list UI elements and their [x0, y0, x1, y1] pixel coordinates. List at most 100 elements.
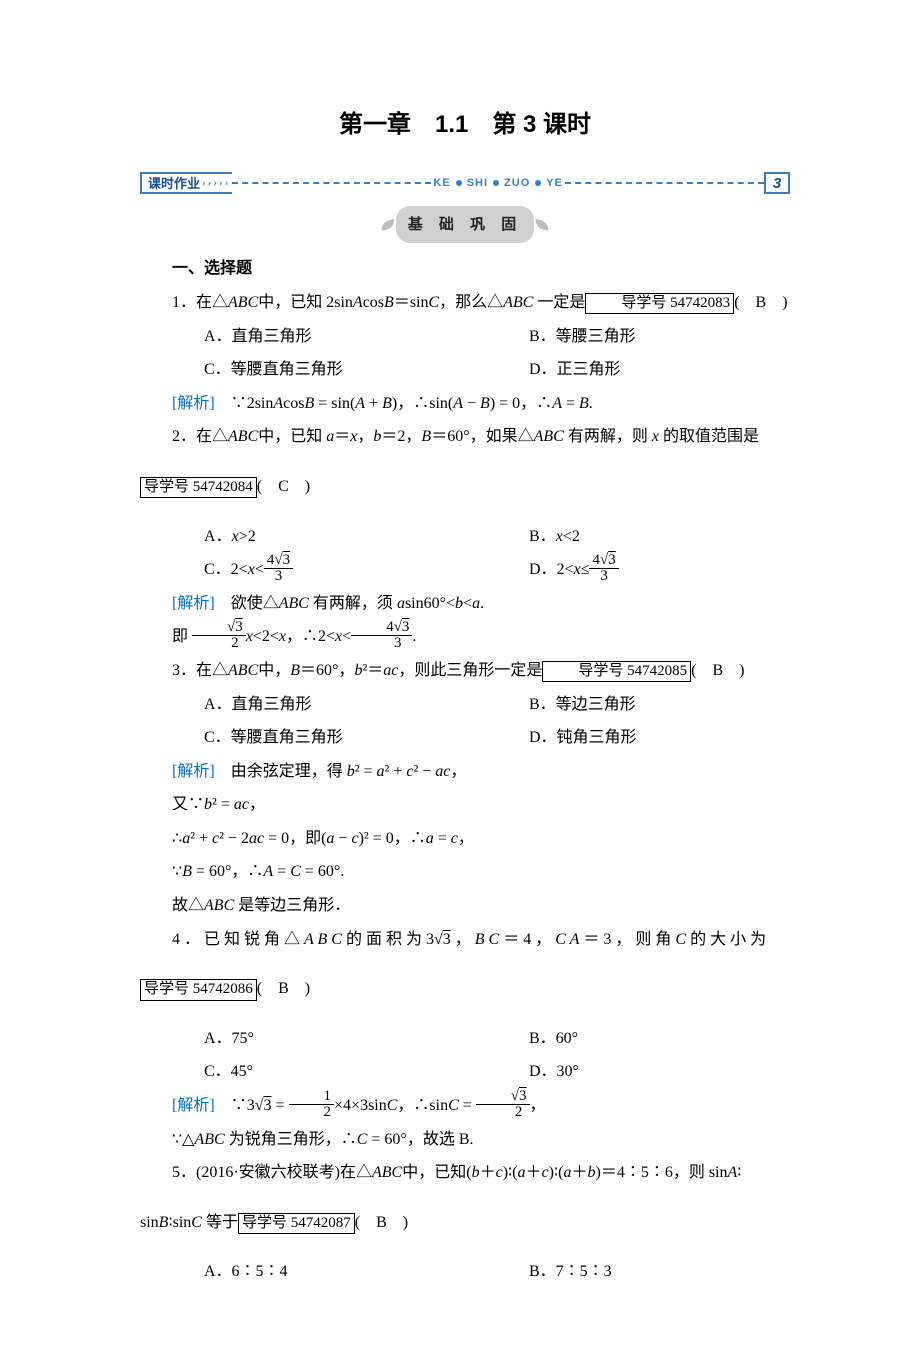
- text: )＝4∶5∶6，则 sin: [595, 1164, 727, 1181]
- section-pill-text: 基 础 巩 固: [408, 209, 523, 241]
- text: 是等边三角形．: [234, 897, 350, 914]
- text: ＝: [367, 662, 383, 679]
- q3-analysis-1: [解析] 由余弦定理，得 b² = a² + c² − ac，: [140, 755, 790, 789]
- text: ∴: [172, 830, 182, 847]
- q3-analysis-4: ∵B = 60°，∴A = C = 60°.: [140, 855, 790, 889]
- chevron-icon: ›: [208, 172, 212, 195]
- banner-dash: [232, 182, 431, 184]
- chevron-icon: ›: [213, 172, 217, 195]
- text: ，: [530, 1097, 546, 1114]
- ref-tag: 导学号 54742086: [140, 979, 257, 1001]
- q4-options: A．75° B．60° C．45° D．30°: [140, 1022, 790, 1089]
- text: = sin(: [314, 395, 355, 412]
- text: 中，: [258, 662, 290, 679]
- text: ，: [249, 796, 265, 813]
- q5-options: A．6∶5∶4 B．7∶5∶3: [140, 1255, 790, 1289]
- text: 有两解，则: [564, 428, 652, 445]
- text: ∵2sin: [231, 395, 274, 412]
- q3-option-c: C．等腰直角三角形: [140, 721, 465, 755]
- text: 1．在△: [172, 294, 228, 311]
- text: ×4×3sin: [334, 1097, 387, 1114]
- q4-option-d: D．30°: [465, 1055, 790, 1089]
- q3-stem: 3．在△ABC中，B＝60°，b²＝ac，则此三角形一定是导学号 5474208…: [140, 654, 790, 688]
- text: ，则此三角形一定是: [398, 662, 542, 679]
- q1-options: A．直角三角形 B．等腰三角形 C．等腰直角三角形 D．正三角形: [140, 320, 790, 387]
- text: ，: [451, 931, 475, 948]
- answer-mark: ( B ): [355, 1214, 408, 1231]
- chevron-icon: ›: [202, 172, 206, 195]
- text: 由余弦定理，得: [231, 763, 347, 780]
- q1-option-a: A．直角三角形: [140, 320, 465, 354]
- text: ∵△: [172, 1131, 194, 1148]
- text: <: [342, 628, 351, 645]
- q2-ref-line: 导学号 54742084( C ): [140, 470, 790, 504]
- text: 的 面 积 为 3: [346, 931, 434, 948]
- text: .: [589, 395, 593, 412]
- ref-tag: 导学号 54742084: [140, 477, 257, 499]
- q4-option-c: C．45°: [140, 1055, 465, 1089]
- text: 的 大 小 为: [686, 931, 766, 948]
- q3-analysis-2: 又∵b² = ac，: [140, 788, 790, 822]
- q2-option-d: D．2<x≤4√33: [465, 553, 790, 587]
- q3-analysis-5: 故△ABC 是等边三角形．: [140, 889, 790, 923]
- text: 为锐角三角形，∴: [225, 1131, 357, 1148]
- text: ，: [450, 763, 466, 780]
- text: <: [255, 561, 264, 578]
- text: <: [463, 595, 472, 612]
- text: ，那么△: [439, 294, 503, 311]
- ref-tag: 导学号 54742087: [238, 1213, 355, 1235]
- text: )∶(: [549, 1164, 564, 1181]
- q4-analysis-2: ∵△ABC 为锐角三角形，∴C = 60°，故选 B.: [140, 1123, 790, 1157]
- dot-icon: [493, 180, 499, 186]
- q2-option-b: B．x<2: [465, 520, 790, 554]
- text: ，: [458, 830, 474, 847]
- text: +: [389, 763, 406, 780]
- analysis-label: [解析]: [172, 1097, 215, 1114]
- banner-pinyin: YE: [544, 172, 565, 195]
- text: ，∴2<: [286, 628, 335, 645]
- q4-option-b: B．60°: [465, 1022, 790, 1056]
- q4-ref-line: 导学号 54742086( B ): [140, 972, 790, 1006]
- text: ＝ 4 ，: [499, 931, 555, 948]
- text: =: [273, 863, 290, 880]
- text: ＝ 3 ， 则 角: [579, 931, 675, 948]
- q3-option-a: A．直角三角形: [140, 688, 465, 722]
- q5-stem-2: sinB∶sinC 等于导学号 54742087( B ): [140, 1206, 790, 1240]
- leaf-left-icon: [380, 215, 396, 233]
- q2-analysis-2: 即 √32x<2<x，∴2<x<4√33.: [140, 620, 790, 654]
- q1-option-d: D．正三角形: [465, 353, 790, 387]
- section-heading: 一、选择题: [172, 252, 790, 286]
- banner-left-label: 课时作业: [148, 170, 200, 197]
- banner-pinyin: SHI: [465, 172, 490, 195]
- ref-tag: 导学号 54742085: [542, 661, 691, 683]
- text: )∶(: [503, 1164, 518, 1181]
- text: sin60°<: [405, 595, 455, 612]
- section-pill-wrap: 基 础 巩 固: [140, 210, 790, 238]
- text: 3．在△: [172, 662, 228, 679]
- q3-option-b: B．等边三角形: [465, 688, 790, 722]
- answer-mark: ( C ): [257, 478, 310, 495]
- text: =: [217, 796, 234, 813]
- text: .: [412, 628, 416, 645]
- text: ≤: [581, 561, 590, 578]
- text: >2: [239, 528, 256, 545]
- answer-mark: ( B ): [691, 662, 744, 679]
- banner-number: 3: [764, 172, 790, 194]
- text: ＝sin: [394, 294, 429, 311]
- text: 即: [172, 628, 192, 645]
- text: 的取值范围是: [659, 428, 759, 445]
- text: = 60°，故选 B.: [367, 1131, 473, 1148]
- text: = 60°.: [301, 863, 344, 880]
- banner-dash: [565, 182, 764, 184]
- q3-options: A．直角三角形 B．等边三角形 C．等腰直角三角形 D．钝角三角形: [140, 688, 790, 755]
- q2-option-c: C．2<x<4√33: [140, 553, 465, 587]
- text: ＝60°，如果△: [431, 428, 533, 445]
- q4-option-a: A．75°: [140, 1022, 465, 1056]
- banner-pinyin: ZUO: [502, 172, 532, 195]
- text: 5．(2016·安徽六校联考)在△: [172, 1164, 372, 1181]
- text: 等于: [202, 1214, 238, 1231]
- q1-option-c: C．等腰直角三角形: [140, 353, 465, 387]
- text: cos: [363, 294, 384, 311]
- dot-icon: [456, 180, 462, 186]
- text: ∶sin: [168, 1214, 191, 1231]
